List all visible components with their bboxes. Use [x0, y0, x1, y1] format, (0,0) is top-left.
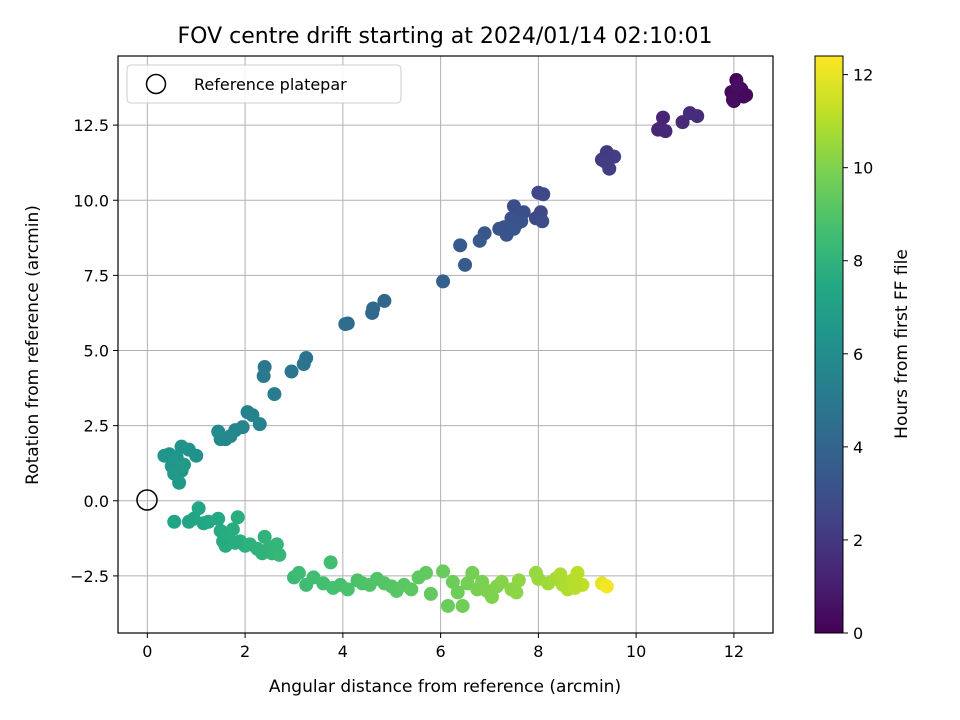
- data-point: [269, 537, 284, 552]
- reference-platepar-marker: [136, 489, 158, 511]
- data-point: [436, 274, 451, 289]
- data-point: [267, 387, 282, 402]
- colorbar-tick-label: 4: [853, 438, 863, 457]
- y-tick-label: −2.5: [70, 567, 109, 586]
- data-point: [511, 573, 526, 588]
- data-point: [418, 565, 433, 580]
- data-point: [656, 110, 671, 125]
- x-axis-ticks: 0 2 4 6 8 10 12: [142, 633, 744, 661]
- data-point: [211, 424, 226, 439]
- data-point: [599, 579, 614, 594]
- colorbar-tick-label: 2: [853, 531, 863, 550]
- y-tick-label: 0.0: [84, 492, 109, 511]
- data-point: [658, 124, 673, 139]
- data-point: [296, 357, 311, 372]
- data-point: [730, 79, 745, 94]
- data-point: [257, 529, 272, 544]
- data-point: [458, 257, 473, 272]
- data-point: [340, 582, 355, 597]
- data-point: [225, 522, 240, 537]
- data-point: [404, 582, 419, 597]
- x-axis-label: Angular distance from reference (arcmin): [269, 677, 621, 697]
- data-point: [366, 301, 381, 316]
- data-point: [535, 214, 550, 229]
- data-point: [570, 565, 585, 580]
- y-tick-label: 12.5: [73, 116, 109, 135]
- y-tick-label: 2.5: [84, 417, 109, 436]
- colorbar-tick-label: 0: [853, 624, 863, 643]
- y-tick-label: 10.0: [73, 191, 109, 210]
- data-point: [272, 547, 287, 562]
- data-point: [453, 238, 468, 253]
- data-point: [514, 214, 529, 229]
- x-tick-label: 12: [724, 642, 744, 661]
- data-point: [455, 598, 470, 613]
- data-point: [553, 567, 568, 582]
- data-point: [484, 589, 499, 604]
- legend-entry-reference-platepar: Reference platepar: [194, 75, 347, 94]
- data-point: [536, 187, 551, 202]
- data-point: [176, 457, 191, 472]
- data-point: [472, 233, 487, 248]
- x-tick-label: 8: [533, 642, 543, 661]
- colorbar-tick-label: 6: [853, 345, 863, 364]
- colorbar-tick-label: 8: [853, 252, 863, 271]
- data-point: [338, 317, 353, 332]
- data-point: [157, 448, 172, 463]
- x-tick-label: 0: [142, 642, 152, 661]
- data-point: [323, 555, 338, 570]
- colorbar: [814, 55, 844, 634]
- data-point: [690, 109, 705, 124]
- plot-frame: [117, 55, 774, 634]
- data-point: [528, 565, 543, 580]
- y-tick-label: 5.0: [84, 342, 109, 361]
- legend-box: [126, 64, 402, 104]
- data-point: [230, 510, 245, 525]
- data-point: [167, 514, 182, 529]
- data-point: [174, 439, 189, 454]
- x-tick-label: 2: [240, 642, 250, 661]
- data-point: [568, 580, 583, 595]
- colorbar-tick-label: 12: [853, 66, 873, 85]
- data-point: [509, 585, 524, 600]
- y-axis-ticks: −2.5 0.0 2.5 5.0 7.5 10.0 12.5: [70, 116, 118, 586]
- y-tick-label: 7.5: [84, 266, 109, 285]
- data-point: [465, 565, 480, 580]
- data-point: [494, 574, 509, 589]
- colorbar-ticks: 0 2 4 6 8 10 12: [843, 66, 873, 643]
- data-point: [436, 564, 451, 579]
- data-point: [450, 585, 465, 600]
- data-point: [191, 501, 206, 516]
- data-point: [172, 475, 187, 490]
- chart-title: FOV centre drift starting at 2024/01/14 …: [178, 24, 713, 49]
- data-point: [739, 88, 754, 103]
- data-points: [157, 73, 754, 613]
- legend-marker-icon: [145, 73, 167, 95]
- data-point: [725, 92, 740, 107]
- data-point: [211, 511, 226, 526]
- data-point: [597, 154, 612, 169]
- data-point: [423, 586, 438, 601]
- data-point: [256, 369, 271, 384]
- legend: Reference platepar: [126, 64, 402, 104]
- x-tick-label: 10: [626, 642, 646, 661]
- colorbar-label: Hours from first FF file: [892, 249, 912, 439]
- data-point: [440, 598, 455, 613]
- data-point: [291, 565, 306, 580]
- data-point: [445, 574, 460, 589]
- data-point: [228, 535, 243, 550]
- data-point: [255, 546, 270, 561]
- x-tick-label: 4: [338, 642, 348, 661]
- colorbar-tick-label: 10: [853, 159, 873, 178]
- y-axis-label: Rotation from reference (arcmin): [23, 205, 43, 485]
- data-point: [252, 417, 267, 432]
- x-tick-label: 6: [436, 642, 446, 661]
- data-point: [284, 364, 299, 379]
- grid: [118, 56, 773, 633]
- data-point: [377, 293, 392, 308]
